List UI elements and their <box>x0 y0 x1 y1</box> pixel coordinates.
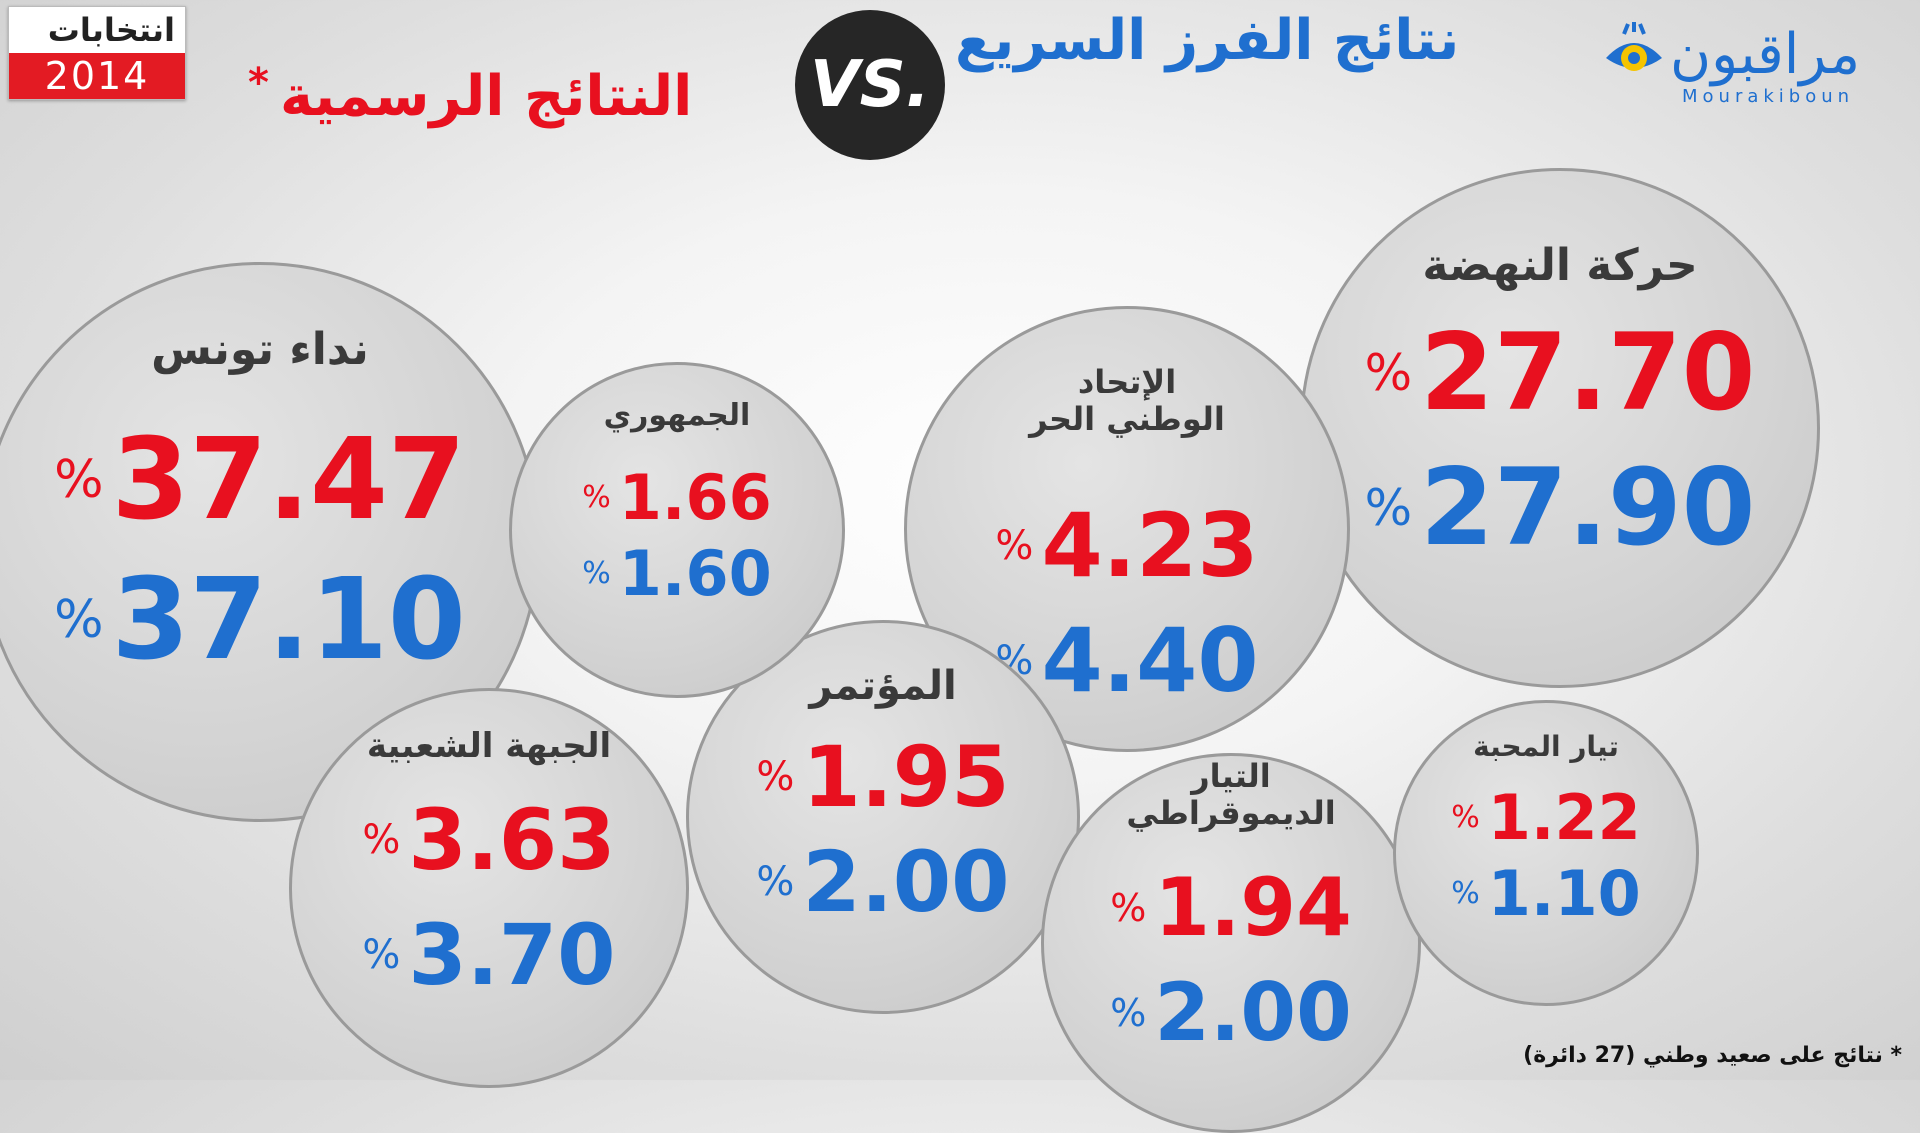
party-name: الجبهة الشعبية <box>366 726 612 766</box>
party-bubble: الجمهوري% 1.66% 1.60 <box>509 362 845 698</box>
quick-count-result-value: 2.00 <box>802 833 1010 931</box>
percent-sign: % <box>582 480 611 515</box>
quick-count-result: % 4.40 <box>907 609 1347 712</box>
mourakiboun-logo: مراقبون Mourakiboun <box>1600 14 1900 114</box>
quick-count-result-value: 4.40 <box>1041 609 1259 712</box>
party-name: المؤتمر <box>809 663 957 709</box>
percent-sign: % <box>582 556 611 591</box>
official-result: % 27.70 <box>1303 311 1817 434</box>
party-bubble: التيار الديموقراطي% 1.94% 2.00 <box>1041 753 1421 1133</box>
official-results-title: النتائج الرسمية <box>280 64 693 129</box>
vs-circle: VS. <box>795 10 945 160</box>
quick-count-result: % 1.60 <box>512 537 842 610</box>
official-result-value: 1.94 <box>1154 861 1352 954</box>
quick-count-result: % 2.00 <box>689 833 1077 931</box>
quick-count-title: نتائج الفرز السريع <box>955 8 1460 73</box>
official-result: % 1.95 <box>689 728 1077 826</box>
percent-sign: % <box>995 522 1034 569</box>
official-result: % 3.63 <box>292 791 686 889</box>
badge-title: انتخابات <box>47 11 175 49</box>
official-result: % 1.22 <box>1396 781 1696 854</box>
quick-count-result: % 3.70 <box>292 906 686 1004</box>
percent-sign: % <box>362 817 401 863</box>
official-result-value: 1.95 <box>802 728 1010 826</box>
official-result-value: 37.47 <box>111 415 466 545</box>
percent-sign: % <box>362 932 401 978</box>
percent-sign: % <box>756 754 795 800</box>
official-result-value: 3.63 <box>408 791 616 889</box>
quick-count-result: % 27.90 <box>1303 446 1817 569</box>
official-result: % 1.66 <box>512 461 842 534</box>
party-bubble: المؤتمر% 1.95% 2.00 <box>686 620 1080 1014</box>
badge-year: 2014 <box>9 53 185 99</box>
percent-sign: % <box>1110 990 1147 1035</box>
party-name: التيار الديموقراطي <box>1126 757 1336 832</box>
logo-arabic-text: مراقبون <box>1670 22 1861 87</box>
party-name: الإتحاد الوطني الحر <box>1029 363 1225 438</box>
party-name: حركة النهضة <box>1422 240 1698 291</box>
percent-sign: % <box>1364 343 1413 402</box>
official-result-value: 1.66 <box>618 461 772 534</box>
quick-count-result-value: 2.00 <box>1154 966 1352 1059</box>
percent-sign: % <box>756 859 795 905</box>
logo-latin-text: Mourakiboun <box>1682 86 1855 107</box>
footnote: * نتائج على صعيد وطني (27 دائرة) <box>1523 1043 1902 1068</box>
party-name: تيار المحبة <box>1473 730 1619 763</box>
party-bubble: حركة النهضة% 27.70% 27.90 <box>1300 168 1820 688</box>
official-result: % 4.23 <box>907 494 1347 597</box>
quick-count-result: % 1.10 <box>1396 857 1696 930</box>
percent-sign: % <box>1451 800 1480 835</box>
quick-count-result-value: 1.60 <box>618 537 772 610</box>
official-result: % 1.94 <box>1044 861 1418 954</box>
official-result-value: 27.70 <box>1420 311 1756 434</box>
official-result: % 37.47 <box>0 415 537 545</box>
party-bubble: الجبهة الشعبية% 3.63% 3.70 <box>289 688 689 1088</box>
quick-count-result: % 37.10 <box>0 555 537 685</box>
party-bubble: تيار المحبة% 1.22% 1.10 <box>1393 700 1699 1006</box>
quick-count-result-value: 27.90 <box>1420 446 1756 569</box>
quick-count-result-value: 37.10 <box>111 555 466 685</box>
eye-icon <box>1606 22 1662 71</box>
election-2014-badge: انتخابات 2014 <box>8 6 186 100</box>
official-asterisk: * <box>248 60 269 106</box>
percent-sign: % <box>1110 885 1147 930</box>
quick-count-result-value: 3.70 <box>408 906 616 1004</box>
percent-sign: % <box>54 590 104 650</box>
percent-sign: % <box>54 450 104 510</box>
percent-sign: % <box>1364 478 1413 537</box>
official-result-value: 1.22 <box>1487 781 1641 854</box>
quick-count-result-value: 1.10 <box>1487 857 1641 930</box>
party-name: نداء تونس <box>151 324 369 375</box>
quick-count-result: % 2.00 <box>1044 966 1418 1059</box>
official-result-value: 4.23 <box>1041 494 1259 597</box>
party-name: الجمهوري <box>603 398 751 433</box>
percent-sign: % <box>1451 876 1480 911</box>
